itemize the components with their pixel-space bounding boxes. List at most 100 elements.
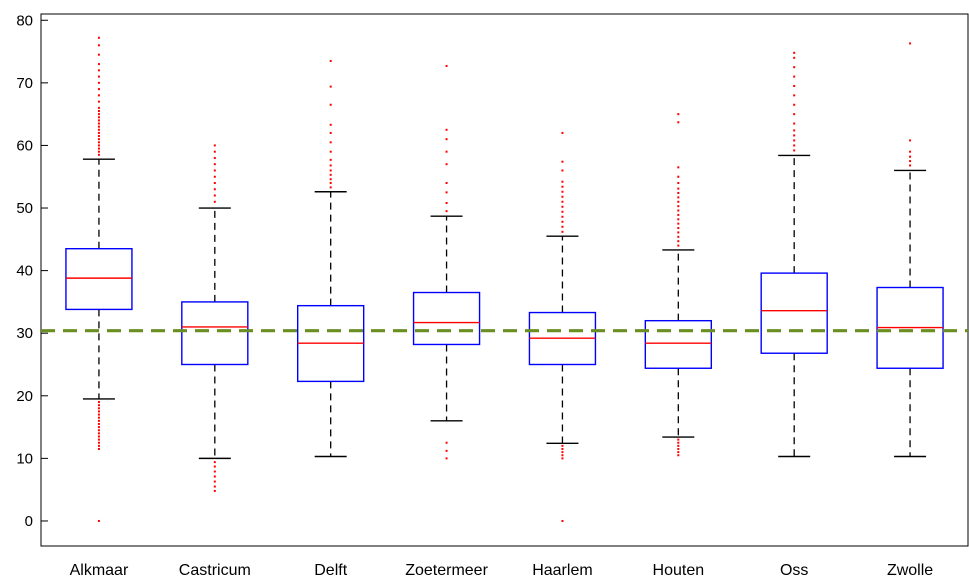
outlier-point (677, 447, 680, 450)
outlier-point (213, 169, 216, 172)
y-tick-label: 10 (16, 450, 33, 467)
x-category-label: Zoetermeer (405, 562, 488, 579)
outlier-point (213, 188, 216, 191)
outlier-point (329, 158, 332, 161)
outlier-point (561, 200, 564, 203)
y-tick-label: 60 (16, 137, 33, 154)
outlier-point (97, 441, 100, 444)
outlier-point (445, 163, 448, 166)
outlier-point (677, 113, 680, 116)
outlier-point (445, 210, 448, 213)
outlier-point (677, 213, 680, 216)
y-tick-label: 0 (25, 513, 33, 530)
outlier-point (97, 110, 100, 113)
outlier-point (213, 475, 216, 478)
outlier-point (97, 113, 100, 116)
box-group (296, 59, 365, 458)
outlier-point (561, 220, 564, 223)
outlier-point (561, 447, 564, 450)
outlier-point (97, 119, 100, 122)
outlier-point (97, 438, 100, 441)
outlier-point (97, 444, 100, 447)
outlier-point (677, 444, 680, 447)
outlier-point (329, 131, 332, 134)
outlier-point (329, 169, 332, 172)
outlier-point (561, 185, 564, 188)
outlier-point (677, 166, 680, 169)
outlier-point (677, 240, 680, 243)
outlier-point (677, 244, 680, 247)
outlier-point (97, 122, 100, 125)
outlier-point (445, 181, 448, 184)
outlier-point (97, 131, 100, 134)
outlier-point (793, 94, 796, 97)
iqr-box (181, 301, 249, 366)
outlier-point (213, 480, 216, 483)
outlier-point (213, 465, 216, 468)
x-category-label: Oss (780, 562, 808, 579)
outlier-point (213, 163, 216, 166)
outlier-point (97, 419, 100, 422)
outlier-point (793, 75, 796, 78)
outlier-point (213, 150, 216, 153)
outlier-point (329, 173, 332, 176)
outlier-point (909, 42, 912, 45)
outlier-point (793, 56, 796, 59)
outlier-point (445, 441, 448, 444)
outlier-point (329, 123, 332, 126)
outlier-point (97, 36, 100, 39)
outlier-point (561, 160, 564, 163)
outlier-point (677, 218, 680, 221)
box-group (412, 64, 481, 460)
outlier-point (793, 139, 796, 142)
outlier-point (793, 103, 796, 106)
outlier-point (329, 181, 332, 184)
outlier-point (445, 150, 448, 153)
outlier-point (329, 178, 332, 181)
outlier-point (677, 231, 680, 234)
outlier-point (97, 128, 100, 131)
outlier-point (561, 169, 564, 172)
outlier-point (97, 401, 100, 404)
y-tick-label: 80 (16, 12, 33, 29)
x-category-label: Delft (314, 562, 347, 579)
outlier-point (561, 215, 564, 218)
x-category-label: Haarlem (532, 562, 592, 579)
outlier-point (97, 410, 100, 413)
outlier-point (97, 88, 100, 91)
outlier-point (561, 230, 564, 233)
y-tick-label: 40 (16, 263, 33, 280)
outlier-point (329, 164, 332, 167)
outlier-point (793, 149, 796, 152)
outlier-point (97, 447, 100, 450)
outlier-point (909, 150, 912, 153)
outlier-point (97, 100, 100, 103)
box-group (181, 144, 249, 492)
outlier-point (445, 128, 448, 131)
outlier-point (445, 457, 448, 460)
outlier-point (677, 196, 680, 199)
x-category-label: Castricum (179, 562, 251, 579)
outlier-point (793, 144, 796, 147)
outlier-point (561, 205, 564, 208)
outlier-point (97, 153, 100, 156)
outlier-point (909, 164, 912, 167)
outlier-point (561, 454, 564, 457)
outlier-point (793, 134, 796, 137)
outlier-point (909, 155, 912, 158)
labels-layer: 0 10 20 30 40 50 60 70 80 Alkmaar Castricum Delft Zo… (16, 12, 933, 579)
outlier-point (97, 426, 100, 429)
outlier-point (445, 138, 448, 141)
outlier-point (213, 144, 216, 147)
outlier-point (561, 190, 564, 193)
outlier-point (677, 235, 680, 238)
outlier-point (97, 519, 100, 522)
outlier-point (445, 64, 448, 67)
outlier-point (213, 489, 216, 492)
outlier-point (213, 461, 216, 464)
outlier-point (329, 103, 332, 106)
outlier-point (97, 106, 100, 109)
outlier-point (561, 451, 564, 454)
outlier-point (97, 138, 100, 141)
